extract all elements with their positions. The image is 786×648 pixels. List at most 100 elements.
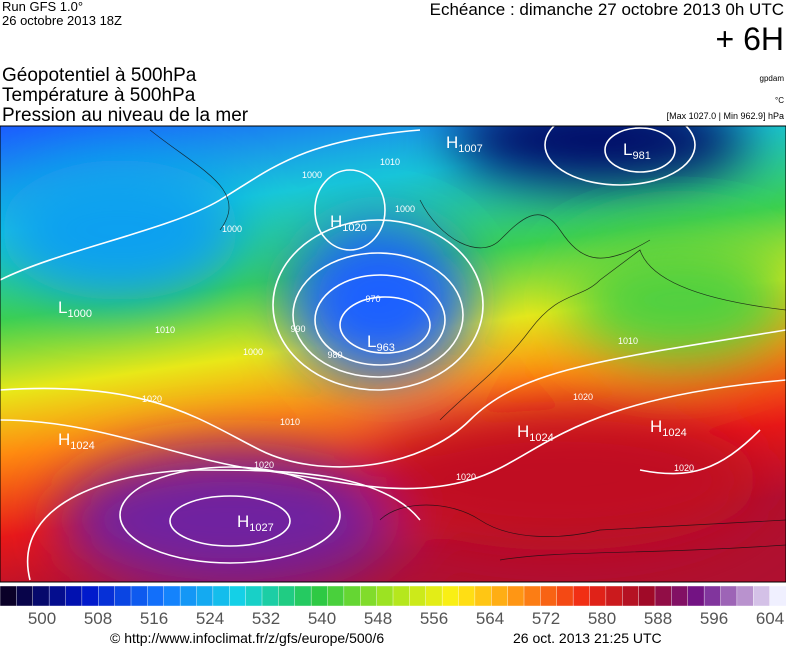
- colorbar-swatch: [163, 585, 181, 607]
- center-letter: L: [623, 140, 632, 159]
- colorbar-tick-label: 540: [308, 609, 336, 628]
- center-value: 1027: [249, 522, 273, 534]
- field: Pression au niveau de la mer: [2, 105, 249, 126]
- pressure-center: H1024: [517, 422, 554, 444]
- colorbar-tick-label: 596: [700, 609, 728, 628]
- colorbar-swatch: [196, 585, 214, 607]
- center-letter: L: [367, 332, 376, 351]
- colorbar-swatch: [441, 585, 459, 607]
- isobar-label: 1010: [280, 417, 300, 427]
- colorbar-tick-label: 532: [252, 609, 280, 628]
- colorbar-swatch: [147, 585, 165, 607]
- colorbar-swatch: [343, 585, 361, 607]
- colorbar-swatch: [507, 585, 525, 607]
- colorbar-swatch: [474, 585, 492, 607]
- colorbar-swatch: [556, 585, 574, 607]
- colorbar-swatch: [65, 585, 83, 607]
- unit: °C: [775, 96, 784, 105]
- isobar-label: 980: [327, 350, 342, 360]
- center-value: 1020: [342, 222, 366, 234]
- colorbar-swatch: [622, 585, 640, 607]
- colorbar-tick-label: 588: [644, 609, 672, 628]
- center-letter: H: [330, 212, 342, 231]
- center-value: 1000: [67, 308, 91, 320]
- colorbar-swatch: [114, 585, 132, 607]
- colorbar-swatch: [409, 585, 427, 607]
- center-letter: H: [237, 512, 249, 531]
- isobar-label: 1020: [573, 392, 593, 402]
- pressure-center: L963: [367, 332, 395, 354]
- unit: gpdam: [760, 74, 785, 83]
- lead-time: + 6H: [716, 21, 784, 57]
- pressure-center: H1024: [58, 430, 95, 452]
- valid-time: Echéance : dimanche 27 octobre 2013 0h U…: [430, 0, 784, 19]
- isobar-label: 1000: [395, 204, 415, 214]
- center-letter: H: [517, 422, 529, 441]
- isobar-label: 1010: [155, 325, 175, 335]
- colorbar-swatch: [261, 585, 279, 607]
- colorbar-tick-label: 516: [140, 609, 168, 628]
- isobar-label: 1000: [243, 347, 263, 357]
- colorbar-swatch: [376, 585, 394, 607]
- colorbar-swatch: [687, 585, 705, 607]
- colorbar-swatch: [523, 585, 541, 607]
- colorbar-swatch: [327, 585, 345, 607]
- map: [0, 126, 786, 582]
- field: Géopotentiel à 500hPa: [2, 65, 197, 86]
- colorbar-swatch: [360, 585, 378, 607]
- pressure-center: H1020: [330, 212, 367, 234]
- source: © http://www.infoclimat.fr/z/gfs/europe/…: [110, 630, 384, 646]
- pressure-center: H1024: [650, 417, 687, 439]
- colorbar-swatch: [130, 585, 148, 607]
- colorbar-swatch: [589, 585, 607, 607]
- center-value: 1024: [529, 432, 553, 444]
- colorbar-swatch: [212, 585, 230, 607]
- colorbar-tick-label: 524: [196, 609, 224, 628]
- colorbar-tick-label: 604: [756, 609, 784, 628]
- center-letter: H: [446, 133, 458, 152]
- colorbar-swatch: [720, 585, 738, 607]
- isobar-label: 970: [365, 294, 380, 304]
- isobar-label: 1010: [380, 157, 400, 167]
- center-letter: H: [650, 417, 662, 436]
- colorbar-swatch: [245, 585, 263, 607]
- map-frame: [0, 125, 786, 583]
- colorbar-swatch: [753, 585, 771, 607]
- pressure-center: L981: [623, 140, 651, 162]
- colorbar-swatch: [310, 585, 328, 607]
- colorbar-swatch: [736, 585, 754, 607]
- colorbar-swatch: [605, 585, 623, 607]
- colorbar-swatch: [81, 585, 99, 607]
- isobar-label: 1020: [254, 460, 274, 470]
- center-value: 963: [376, 342, 394, 354]
- model: Run GFS 1.0°: [2, 0, 83, 14]
- center-value: 1024: [662, 427, 686, 439]
- isobar-label: 1000: [222, 224, 242, 234]
- colorbar-swatch: [16, 585, 34, 607]
- colorbar-swatch: [572, 585, 590, 607]
- colorbar-swatch: [0, 585, 17, 607]
- pressure-center: H1007: [446, 133, 483, 155]
- center-value: 1007: [458, 143, 482, 155]
- colorbar-swatch: [458, 585, 476, 607]
- isobar-label: 990: [290, 324, 305, 334]
- colorbar-swatch: [32, 585, 50, 607]
- colorbar-tick-label: 580: [588, 609, 616, 628]
- pressure-center: L1000: [58, 298, 92, 320]
- colorbar-swatch: [98, 585, 116, 607]
- colorbar-tick-label: 508: [84, 609, 112, 628]
- isobar-label: 1000: [302, 170, 322, 180]
- colorbar-swatch: [179, 585, 197, 607]
- timestamp: 26 oct. 2013 21:25 UTC: [513, 630, 662, 646]
- colorbar-swatch: [294, 585, 312, 607]
- isobar-label: 1020: [142, 394, 162, 404]
- isobar-label: 1020: [674, 463, 694, 473]
- pressure-center: H1027: [237, 512, 274, 534]
- colorbar: 500 508 516 524 532 540 548 556 564 572 580 588 596 6…: [0, 585, 786, 628]
- field: Température à 500hPa: [2, 85, 196, 106]
- center-value: 981: [632, 150, 650, 162]
- colorbar-swatch: [703, 585, 721, 607]
- colorbar-swatch: [48, 585, 66, 607]
- colorbar-tick-label: 500: [28, 609, 56, 628]
